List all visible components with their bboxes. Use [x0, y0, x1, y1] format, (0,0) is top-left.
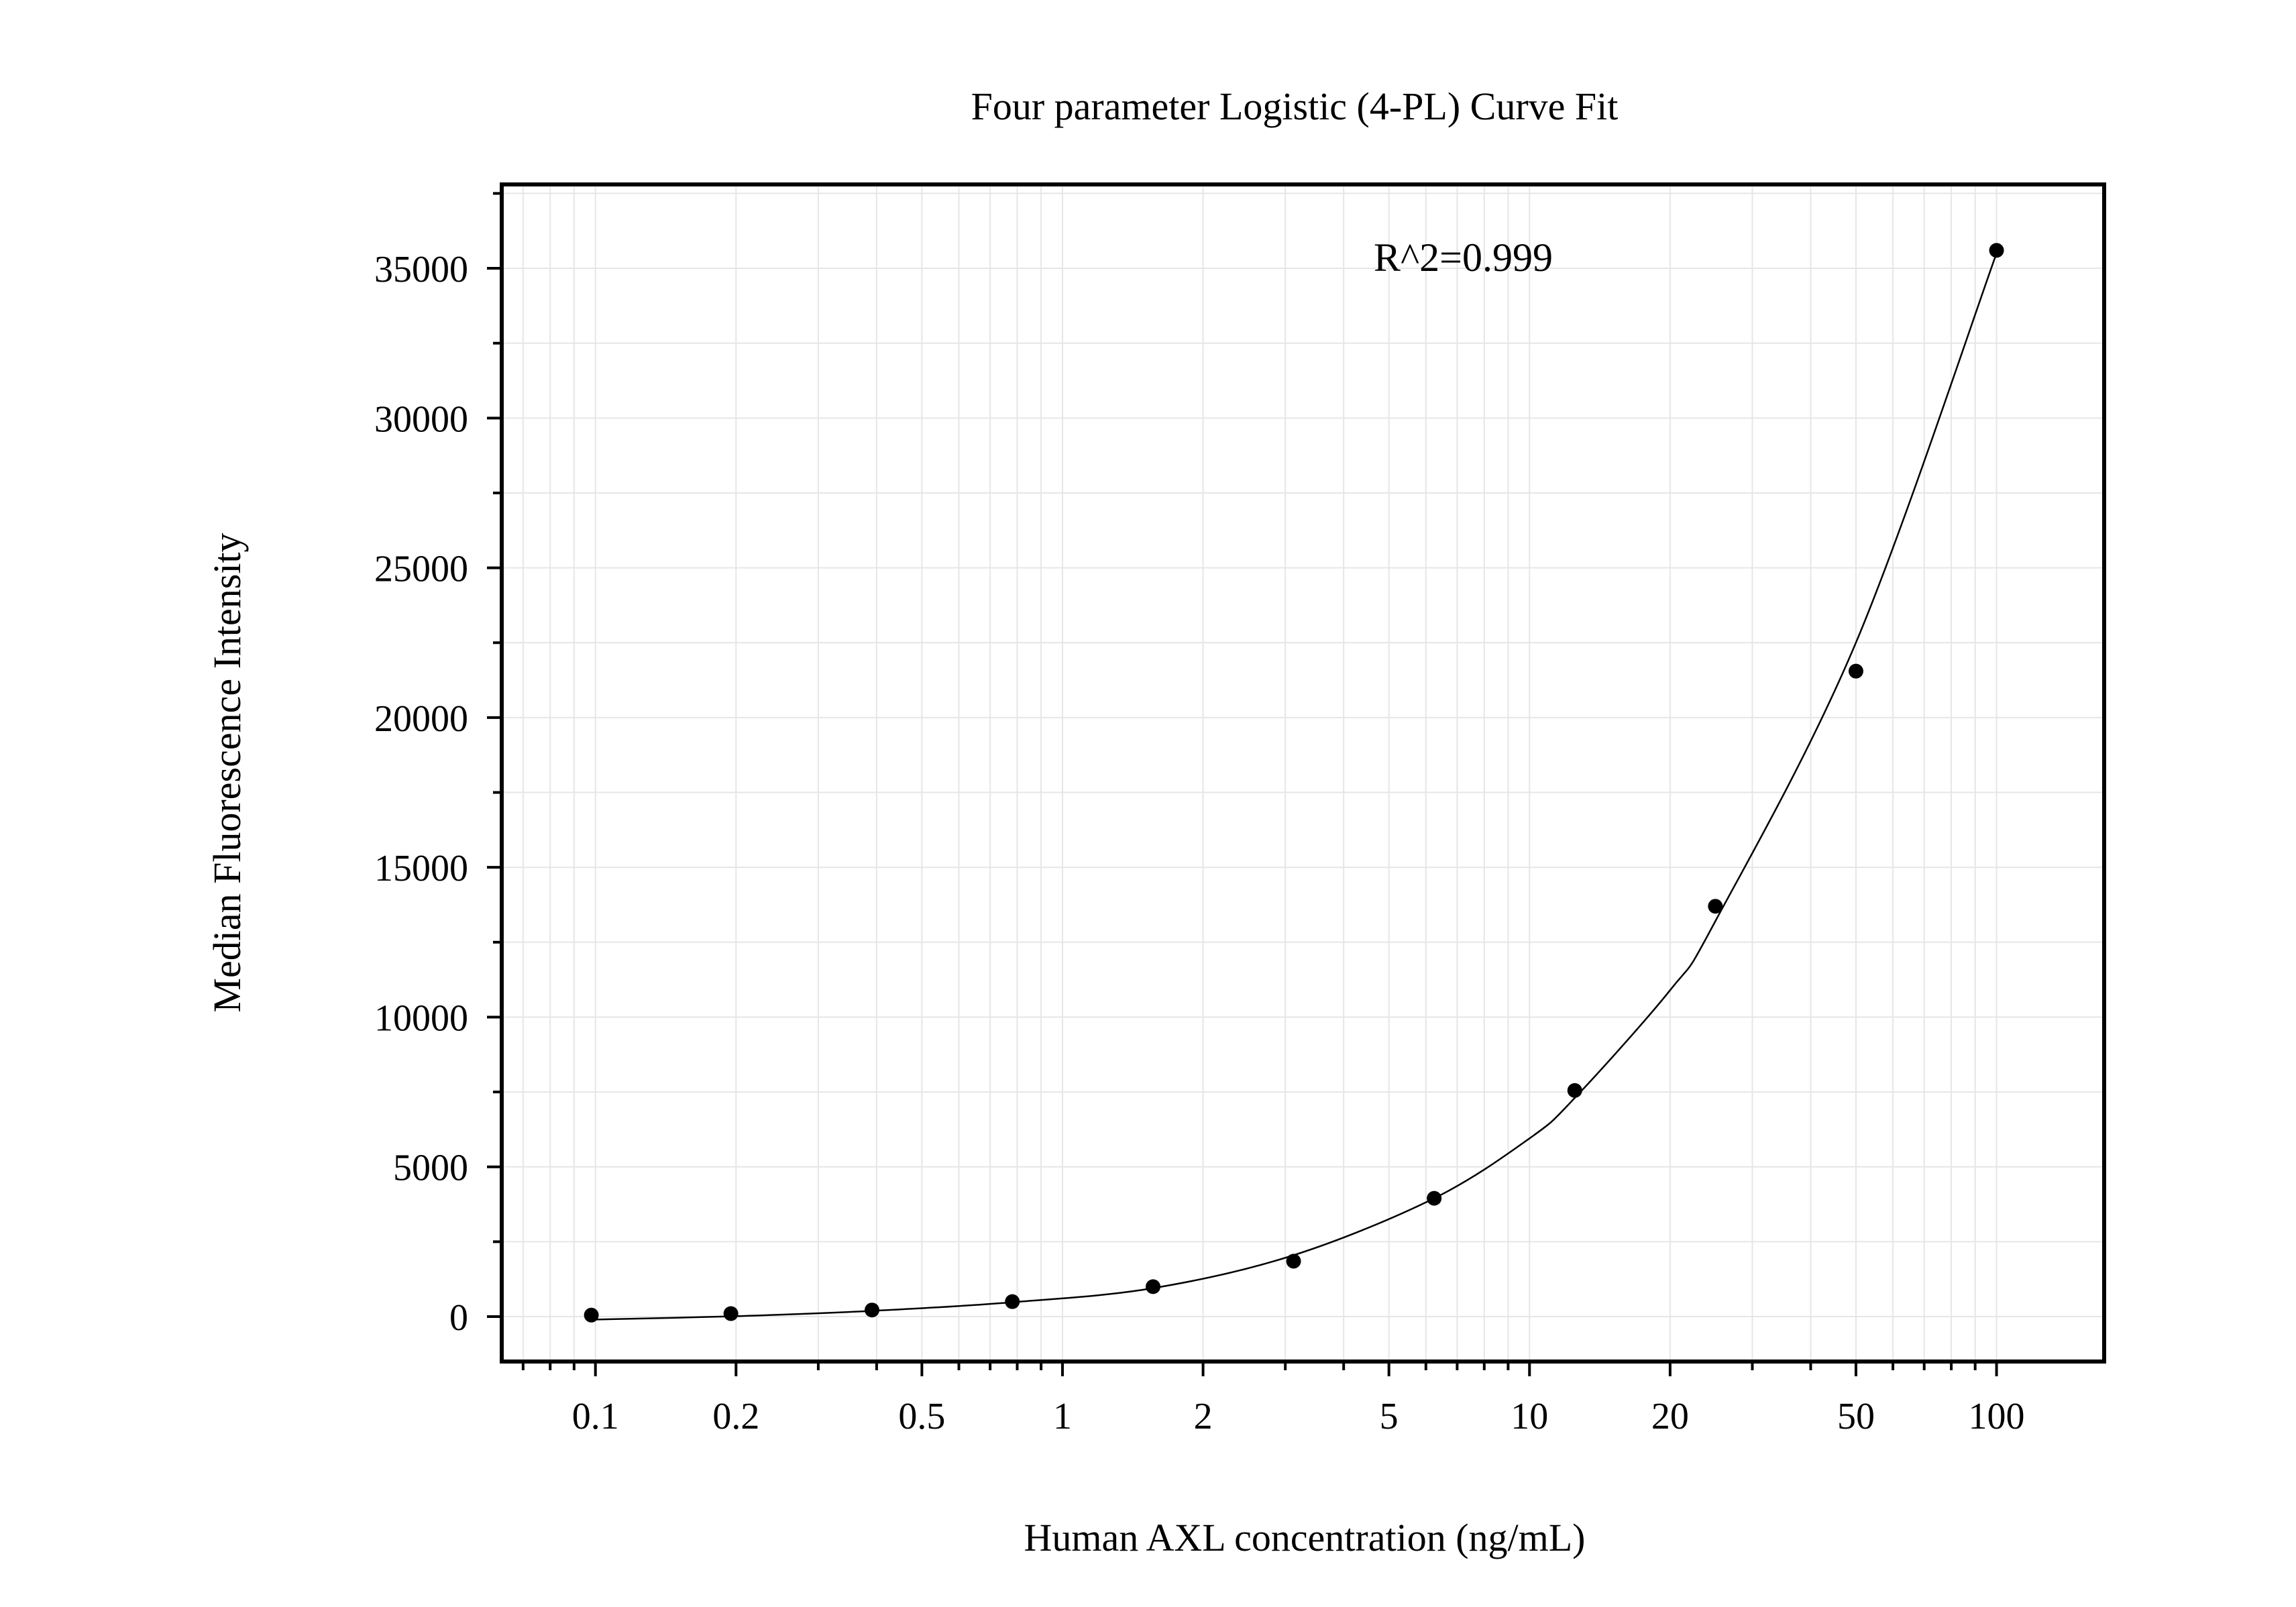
data-point [1427, 1190, 1442, 1206]
chart-title: Four parameter Logistic (4-PL) Curve Fit [971, 85, 1619, 128]
y-axis-label: Median Fluorescence Intensity [205, 533, 249, 1012]
tick-layer: 0.1 0.2 0.5 1 2 5 10 20 50 100 0 5000 10000 15000 2000… [374, 192, 2025, 1437]
y-tick-label: 15000 [374, 848, 468, 889]
x-tick-label: 0.2 [712, 1396, 759, 1437]
x-tick-label: 50 [1837, 1396, 1875, 1437]
y-tick-label: 30000 [374, 398, 468, 440]
plot-frame [500, 182, 2106, 1364]
r-squared-annotation: R^2=0.999 [1374, 235, 1553, 280]
x-tick-label: 1 [1053, 1396, 1072, 1437]
x-tick-label: 5 [1380, 1396, 1399, 1437]
data-point [1989, 243, 2004, 258]
x-tick-label: 100 [1969, 1396, 2025, 1437]
x-tick-label: 2 [1194, 1396, 1213, 1437]
y-tick-label: 5000 [393, 1148, 468, 1189]
y-tick-label: 20000 [374, 698, 468, 740]
x-tick-label: 0.5 [898, 1396, 945, 1437]
y-tick-label: 25000 [374, 549, 468, 590]
data-point [1848, 663, 1863, 679]
data-point [1146, 1279, 1161, 1294]
data-point-layer [584, 243, 2004, 1323]
data-point [1286, 1254, 1301, 1269]
data-point [723, 1306, 739, 1321]
y-tick-label: 35000 [374, 249, 468, 290]
y-tick-label: 0 [449, 1297, 468, 1339]
data-point [865, 1303, 880, 1318]
y-tick-label: 10000 [374, 997, 468, 1039]
x-tick-label: 0.1 [572, 1396, 619, 1437]
data-point [584, 1307, 599, 1323]
data-point [1005, 1294, 1020, 1309]
data-point [1567, 1083, 1582, 1098]
x-tick-label: 20 [1651, 1396, 1689, 1437]
grid-layer [502, 184, 2104, 1362]
x-tick-label: 10 [1511, 1396, 1548, 1437]
data-point [1708, 899, 1723, 914]
x-axis-label: Human AXL concentration (ng/mL) [1024, 1516, 1585, 1559]
